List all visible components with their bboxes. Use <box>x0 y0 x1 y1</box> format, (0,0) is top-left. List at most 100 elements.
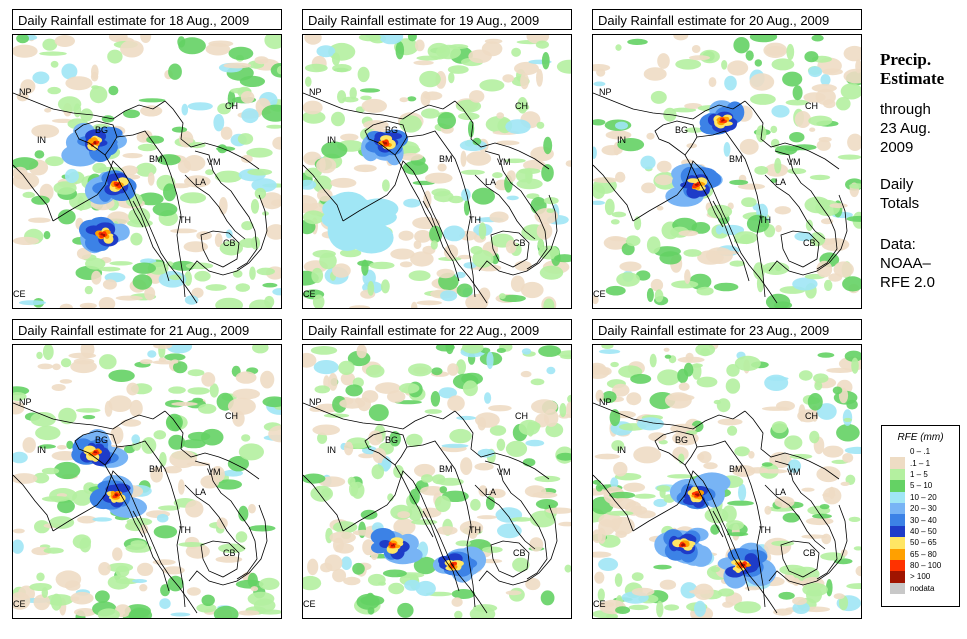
rain-cell <box>250 199 260 214</box>
rain-cell <box>205 169 214 176</box>
rain-cell <box>700 348 711 357</box>
rain-cell <box>102 279 117 290</box>
rain-cell <box>750 93 776 105</box>
rain-cell <box>597 588 605 602</box>
rain-cell <box>413 60 434 66</box>
legend-label: 30 – 40 <box>910 515 937 525</box>
rain-cell <box>754 166 769 175</box>
rain-cell <box>186 587 201 596</box>
rain-cell <box>238 443 264 461</box>
rain-cell <box>520 370 532 378</box>
rain-cell <box>205 42 231 56</box>
rain-cell <box>779 564 806 576</box>
rain-cell <box>140 359 153 365</box>
rain-cell <box>331 111 345 127</box>
rain-cell <box>424 409 442 414</box>
country-border <box>132 510 170 592</box>
country-border <box>132 200 170 282</box>
rain-cell <box>564 564 571 573</box>
rain-cell <box>506 195 519 201</box>
rain-cell <box>771 58 795 71</box>
rain-cell <box>816 139 831 151</box>
rain-cell <box>684 103 702 109</box>
rain-cell <box>691 363 703 368</box>
rain-cell <box>272 136 281 150</box>
rain-cell <box>163 183 177 202</box>
rain-cell <box>132 274 153 290</box>
rain-cell <box>185 500 204 518</box>
rain-cell <box>218 197 228 215</box>
rain-cell <box>798 370 813 381</box>
country-border <box>490 230 530 268</box>
rain-cell <box>684 127 704 133</box>
rain-cell <box>474 462 494 471</box>
rain-cell <box>367 573 386 586</box>
rain-cell <box>465 294 489 308</box>
rain-hotspot-cell <box>383 141 385 144</box>
rain-cell <box>57 209 76 225</box>
legend-swatch <box>890 571 905 583</box>
rain-cell <box>247 591 275 606</box>
rain-cell <box>680 582 698 599</box>
rain-cell <box>497 523 522 539</box>
rain-cell <box>210 466 225 483</box>
rain-cell <box>170 260 196 271</box>
rain-cell <box>792 144 817 151</box>
rain-cell <box>596 68 606 77</box>
rain-cell <box>535 40 549 49</box>
rain-cell <box>13 539 24 554</box>
rain-cell <box>39 51 67 56</box>
rain-cell <box>664 604 680 611</box>
rain-cell <box>813 373 829 383</box>
country-border <box>342 160 488 304</box>
country-label-bg: BG <box>95 435 108 445</box>
rain-cell <box>125 543 152 553</box>
rain-cell <box>732 465 756 477</box>
rain-cell <box>771 105 790 118</box>
country-border <box>490 540 530 578</box>
rain-cell <box>166 261 174 267</box>
rain-cell <box>666 394 695 402</box>
rain-cell <box>851 357 859 374</box>
legend-swatch <box>890 525 905 538</box>
rain-cell <box>616 272 640 287</box>
legend-swatch <box>890 480 905 492</box>
rain-cell <box>82 415 96 420</box>
rain-cell <box>51 384 66 391</box>
rain-cell <box>496 438 506 451</box>
rain-cell <box>254 187 267 200</box>
rain-cell <box>44 108 52 113</box>
rain-cell <box>248 503 256 514</box>
rain-cell <box>173 361 188 374</box>
rain-cell <box>473 604 498 613</box>
rain-cell <box>593 146 597 159</box>
rain-cell <box>477 417 487 431</box>
rain-cell <box>91 270 102 285</box>
rain-cell <box>492 172 503 179</box>
legend-swatch <box>890 457 905 469</box>
rain-cell <box>488 488 506 499</box>
rain-cell <box>734 601 761 614</box>
rain-cell <box>738 483 747 502</box>
rain-cell <box>726 532 749 537</box>
country-label-ch: CH <box>805 101 818 111</box>
rain-cell <box>847 133 861 151</box>
rain-cell <box>20 79 36 94</box>
rain-cell <box>185 262 214 270</box>
rain-cell <box>673 35 689 41</box>
rain-cell <box>130 232 143 246</box>
rain-cell <box>764 505 772 515</box>
country-border <box>774 460 838 580</box>
rain-cell <box>816 260 833 278</box>
rain-cell <box>217 103 232 115</box>
rain-cell <box>28 217 51 223</box>
rain-cell <box>421 108 440 119</box>
rain-cell <box>789 132 805 143</box>
rain-cell <box>314 385 331 394</box>
rain-cell <box>146 135 165 144</box>
country-border <box>696 440 762 562</box>
rain-cell <box>84 285 93 295</box>
rain-cell <box>33 472 50 484</box>
rain-cell <box>42 345 54 360</box>
